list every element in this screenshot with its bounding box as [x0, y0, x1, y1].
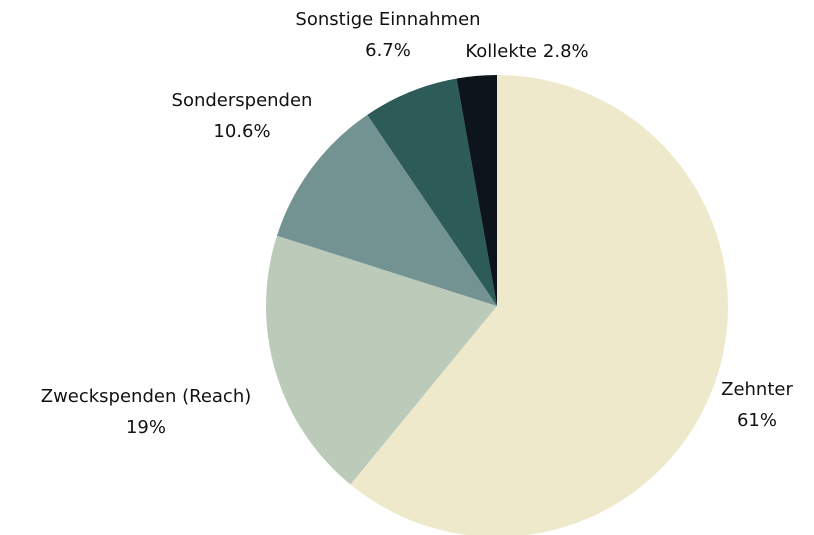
- pie-slice: [456, 75, 497, 306]
- value-label: 19%: [126, 417, 166, 438]
- value-label: 6.7%: [365, 40, 411, 61]
- category-name: Kollekte: [465, 41, 537, 62]
- value-label: 10.6%: [213, 121, 270, 142]
- category-name: Sonderspenden: [172, 90, 313, 111]
- pie-slice: [276, 114, 497, 306]
- pie-slice: [265, 235, 497, 485]
- category-name: Sonstige Einnahmen: [295, 9, 480, 30]
- value-label: 2.8%: [543, 41, 589, 62]
- pie-slice: [367, 78, 497, 306]
- slice-label: Kollekte 2.8%: [465, 41, 588, 62]
- pie-slice: [350, 75, 728, 535]
- category-name: Zehnter: [721, 379, 793, 400]
- value-label: 61%: [737, 410, 777, 431]
- category-name: Zweckspenden (Reach): [41, 386, 252, 407]
